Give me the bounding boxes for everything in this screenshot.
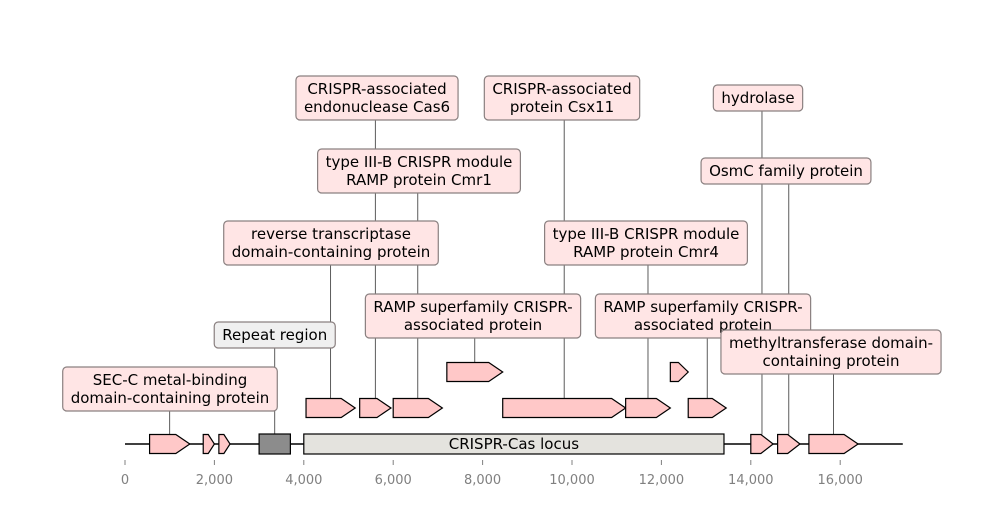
label-box bbox=[544, 220, 748, 266]
label-text-line: domain-containing protein bbox=[71, 389, 270, 407]
label-box bbox=[295, 75, 459, 121]
axis-tick-label: 2,000 bbox=[196, 473, 233, 488]
label-text-line: hydrolase bbox=[721, 89, 794, 107]
gene-arrow bbox=[148, 433, 191, 455]
gene-arrow bbox=[777, 433, 801, 455]
axis-tick-label: 16,000 bbox=[817, 473, 863, 488]
gene-arrow bbox=[502, 397, 627, 419]
gene-arrow bbox=[808, 433, 860, 455]
repeat-region-bar bbox=[258, 433, 291, 455]
label-text-line: Repeat region bbox=[222, 326, 327, 344]
axis-tick-label: 8,000 bbox=[464, 473, 501, 488]
label-text-line: CRISPR-associated bbox=[492, 80, 631, 98]
label-text-line: protein Csx11 bbox=[510, 98, 614, 116]
label-box bbox=[483, 75, 641, 121]
label-box bbox=[223, 220, 439, 266]
label-box bbox=[213, 321, 336, 349]
feature-label: methyltransferase domain-containing prot… bbox=[720, 329, 942, 375]
label-text-line: OsmC family protein bbox=[709, 162, 863, 180]
label-text-line: domain-containing protein bbox=[232, 243, 431, 261]
axis-tick-label: 12,000 bbox=[639, 473, 685, 488]
axis-tick-label: 10,000 bbox=[549, 473, 595, 488]
gene-arrow bbox=[305, 397, 357, 419]
label-text-line: RAMP superfamily CRISPR- bbox=[373, 298, 572, 316]
label-text-line: containing protein bbox=[763, 352, 900, 370]
axis-tick-label: 4,000 bbox=[285, 473, 322, 488]
label-box bbox=[62, 366, 278, 412]
axis-tick-label: 6,000 bbox=[375, 473, 412, 488]
gene-arrow bbox=[218, 433, 231, 455]
gene-arrow bbox=[359, 397, 393, 419]
gene-arrow bbox=[446, 361, 504, 383]
gene-arrow bbox=[669, 361, 690, 383]
label-text-line: RAMP superfamily CRISPR- bbox=[603, 298, 802, 316]
label-box bbox=[700, 157, 872, 185]
label-text-line: methyltransferase domain- bbox=[729, 334, 933, 352]
gene-arrow bbox=[202, 433, 216, 455]
gene-arrow bbox=[625, 397, 672, 419]
label-text-line: endonuclease Cas6 bbox=[304, 98, 450, 116]
label-box bbox=[317, 148, 521, 194]
locus-bar bbox=[303, 433, 725, 455]
label-text-line: type III-B CRISPR module bbox=[553, 225, 740, 243]
gene-arrow bbox=[750, 433, 775, 455]
repeat-region-label: Repeat region bbox=[213, 321, 336, 349]
feature-label: RAMP superfamily CRISPR-associated prote… bbox=[364, 293, 582, 339]
feature-label: RAMP superfamily CRISPR-associated prote… bbox=[594, 293, 812, 339]
label-text-line: SEC-C metal-binding bbox=[93, 371, 248, 389]
label-box bbox=[364, 293, 582, 339]
axis-tick-label: 0 bbox=[121, 473, 129, 488]
label-text-line: associated protein bbox=[404, 316, 542, 334]
label-text-line: RAMP protein Cmr1 bbox=[346, 171, 492, 189]
gene-arrow bbox=[687, 397, 728, 419]
label-text-line: CRISPR-associated bbox=[307, 80, 446, 98]
label-box bbox=[712, 84, 804, 112]
label-text-line: RAMP protein Cmr4 bbox=[573, 243, 719, 261]
label-box bbox=[720, 329, 942, 375]
axis-tick-label: 14,000 bbox=[728, 473, 774, 488]
label-text-line: type III-B CRISPR module bbox=[326, 153, 513, 171]
locus-label: CRISPR-Cas locus bbox=[449, 435, 579, 453]
gene-arrow bbox=[392, 397, 444, 419]
feature-label: hydrolase bbox=[712, 84, 804, 112]
feature-label: OsmC family protein bbox=[700, 157, 872, 185]
label-text-line: reverse transcriptase bbox=[251, 225, 411, 243]
label-box bbox=[594, 293, 812, 339]
